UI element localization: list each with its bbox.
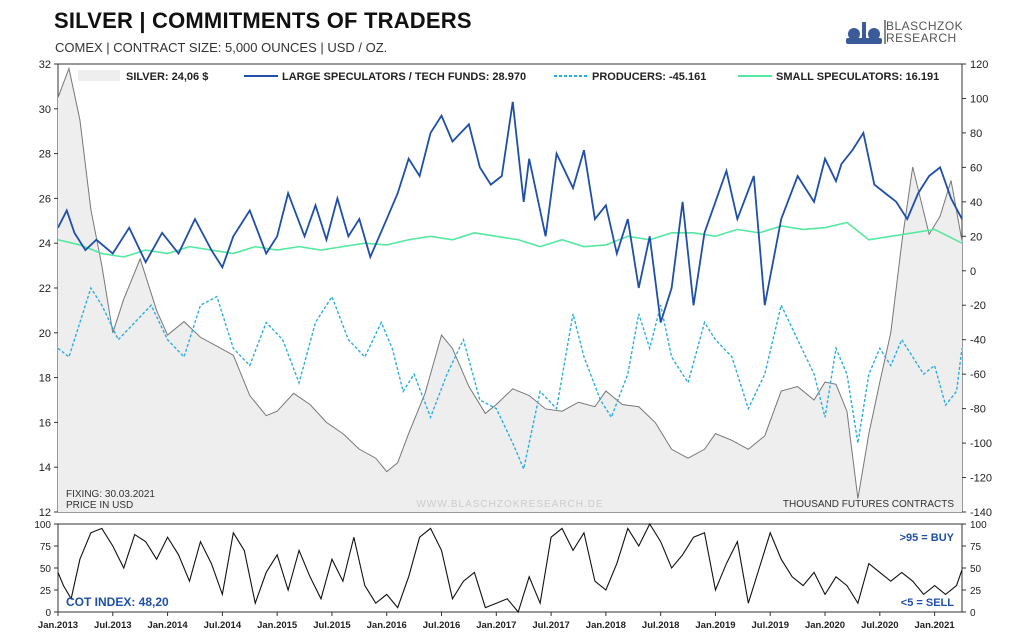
cot-left-tick-label: 75 bbox=[40, 542, 52, 553]
cot-buy-threshold-label: >95 = BUY bbox=[900, 532, 955, 544]
x-axis-tick-label: Jan.2014 bbox=[147, 620, 188, 631]
right-axis-tick-label: -100 bbox=[970, 438, 992, 450]
left-axis-tick-label: 32 bbox=[39, 59, 51, 71]
x-axis-tick-label: Jan.2013 bbox=[38, 620, 78, 631]
legend-large-speculators-label: LARGE SPECULATORS / TECH FUNDS: 28.970 bbox=[282, 71, 526, 83]
x-axis-tick-label: Jan.2019 bbox=[695, 620, 735, 631]
right-axis-tick-label: -40 bbox=[970, 335, 986, 347]
right-axis-tick-label: 120 bbox=[970, 59, 988, 71]
left-axis-tick-label: 12 bbox=[39, 507, 51, 519]
silver-price-line bbox=[57, 66, 963, 499]
x-axis-tick-label: Jan.2018 bbox=[586, 620, 626, 631]
right-axis-tick-label: 80 bbox=[970, 128, 982, 140]
right-axis-tick-label: 20 bbox=[970, 231, 982, 243]
logo-line-1: BLASCHZOK bbox=[886, 19, 964, 33]
cot-right-tick-label: 0 bbox=[970, 608, 976, 619]
silver-price-area bbox=[58, 68, 962, 512]
cot-left-tick-label: 100 bbox=[34, 520, 51, 531]
x-axis-tick-label: Jan.2016 bbox=[367, 620, 407, 631]
contracts-unit-label: THOUSAND FUTURES CONTRACTS bbox=[783, 499, 954, 510]
left-axis-tick-label: 24 bbox=[39, 238, 51, 250]
right-axis-tick-label: -120 bbox=[970, 473, 992, 485]
legend-small-speculators-label: SMALL SPECULATORS: 16.191 bbox=[776, 71, 939, 83]
x-axis-tick-label: Jan.2017 bbox=[476, 620, 516, 631]
cot-left-tick-label: 50 bbox=[40, 564, 52, 575]
cot-right-tick-label: 25 bbox=[970, 586, 982, 597]
x-axis-tick-label: Jul.2017 bbox=[532, 620, 570, 631]
left-axis-tick-label: 28 bbox=[39, 149, 51, 161]
x-axis-tick-label: Jul.2013 bbox=[94, 620, 132, 631]
right-axis-tick-label: -80 bbox=[970, 404, 986, 416]
cot-right-tick-label: 100 bbox=[970, 520, 987, 531]
x-axis-tick-label: Jan.2020 bbox=[805, 620, 845, 631]
cot-index-plot-area: 0 0 25 25 50 50 75 75 100 100 COT INDEX: 48,20 >95 … bbox=[34, 520, 987, 631]
logo-wordmark: BLASCHZOK RESEARCH bbox=[886, 20, 963, 44]
cot-sell-threshold-label: <5 = SELL bbox=[901, 597, 954, 609]
left-axis-tick-label: 30 bbox=[39, 104, 51, 116]
x-axis-tick-label: Jul.2020 bbox=[861, 620, 899, 631]
x-axis-tick-label: Jul.2018 bbox=[642, 620, 680, 631]
x-axis-tick-label: Jul.2014 bbox=[204, 620, 242, 631]
left-axis-tick-label: 20 bbox=[39, 328, 51, 340]
right-axis-tick-label: 40 bbox=[970, 197, 982, 209]
producers-line bbox=[57, 286, 963, 472]
main-plot-area: 12 14 16 18 20 22 24 26 28 30 32 -140 -120 -100 -80 -60… bbox=[39, 59, 992, 519]
legend-producers-label: PRODUCERS: -45.161 bbox=[592, 71, 706, 83]
right-axis-tick-label: -60 bbox=[970, 369, 986, 381]
x-axis-tick-label: Jul.2016 bbox=[423, 620, 461, 631]
large-speculators-line bbox=[57, 101, 963, 323]
balance-scale-logo-icon bbox=[846, 20, 886, 44]
cot-index-value-label: COT INDEX: 48,20 bbox=[66, 595, 169, 609]
chart-title: SILVER | COMMITMENTS OF TRADERS bbox=[54, 8, 472, 33]
cot-index-line bbox=[57, 522, 963, 614]
chart-subtitle: COMEX | CONTRACT SIZE: 5,000 OUNCES | US… bbox=[55, 40, 388, 55]
right-axis-tick-label: -20 bbox=[970, 300, 986, 312]
x-axis-tick-label: Jul.2015 bbox=[313, 620, 351, 631]
legend-silver-swatch bbox=[78, 70, 120, 81]
fixing-date-label: FIXING: 30.03.2021 bbox=[66, 489, 155, 500]
price-unit-label: PRICE IN USD bbox=[66, 500, 133, 511]
legend-silver-label: SILVER: 24,06 $ bbox=[126, 71, 208, 83]
x-axis-tick-label: Jan.2015 bbox=[257, 620, 298, 631]
watermark-text: WWW.BLASCHZOKRESEARCH.DE bbox=[416, 499, 603, 510]
legend: SILVER: 24,06 $ LARGE SPECULATORS / TECH … bbox=[78, 70, 939, 83]
right-axis-tick-label: 100 bbox=[970, 93, 988, 105]
left-axis-tick-label: 14 bbox=[39, 462, 51, 474]
cot-right-tick-label: 75 bbox=[970, 542, 982, 553]
right-axis-tick-label: -140 bbox=[970, 507, 992, 519]
left-axis-tick-label: 22 bbox=[39, 283, 51, 295]
left-axis-tick-label: 26 bbox=[39, 193, 51, 205]
x-axis-tick-label: Jan.2021 bbox=[915, 620, 956, 631]
right-axis-tick-label: 60 bbox=[970, 162, 982, 174]
small-speculators-line bbox=[57, 221, 963, 258]
logo-line-2: RESEARCH bbox=[886, 31, 957, 45]
left-axis-tick-label: 16 bbox=[39, 417, 51, 429]
cot-left-tick-label: 0 bbox=[45, 608, 51, 619]
left-axis-tick-label: 18 bbox=[39, 373, 51, 385]
x-axis-tick-label: Jul.2019 bbox=[751, 620, 789, 631]
right-axis-tick-label: 0 bbox=[970, 266, 976, 278]
cot-left-tick-label: 25 bbox=[40, 586, 52, 597]
cot-right-tick-label: 50 bbox=[970, 564, 982, 575]
